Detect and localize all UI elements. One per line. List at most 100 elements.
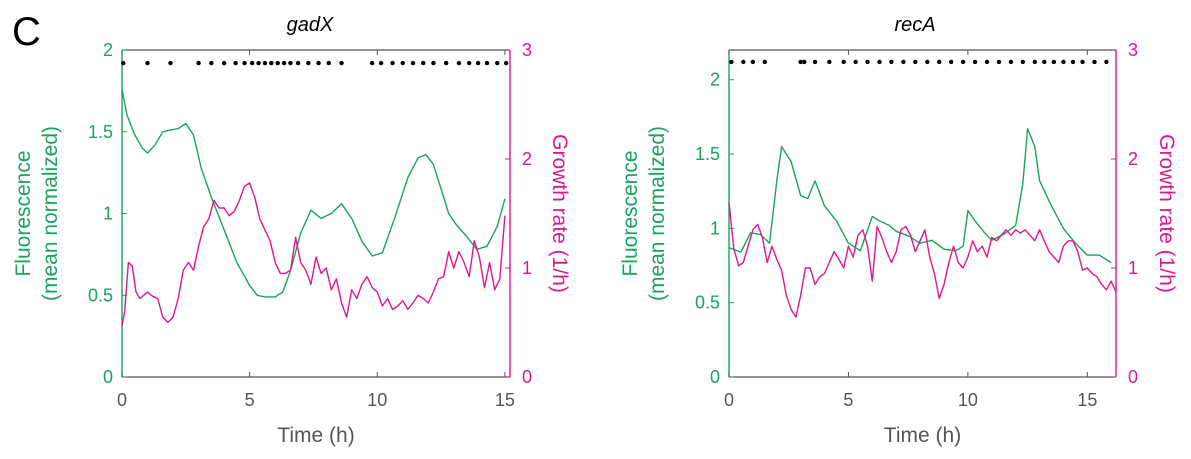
chart-0-dot-14: [288, 60, 293, 66]
chart-1-dot-12: [889, 59, 894, 65]
chart-0-dot-6: [233, 60, 238, 66]
chart-1-ylabel-line-0: Fluorescence: [619, 150, 642, 276]
chart-1-dot-21: [996, 59, 1002, 65]
chart-0-ytick-label-4: 2: [103, 40, 113, 60]
chart-0-dot-2: [168, 60, 173, 66]
chart-0-ytick-label-1: 0.5: [88, 285, 113, 305]
chart-1-dot-3: [762, 59, 768, 65]
chart-0-xtick-label-3: 15: [495, 390, 515, 410]
chart-0-dot-24: [410, 60, 416, 66]
chart-0-dot-27: [443, 60, 449, 66]
chart-1-dot-28: [1070, 59, 1076, 65]
chart-1-dot-5: [802, 59, 807, 65]
chart-0-dot-17: [316, 60, 321, 66]
chart-0-xtick-label-0: 0: [117, 390, 127, 410]
chart-0-fluorescence-line: [121, 89, 506, 298]
chart-0-xtick-label-2: 10: [367, 390, 387, 410]
chart-1-dot-23: [1020, 59, 1026, 65]
chart-0-dot-21: [378, 60, 384, 66]
chart-1-dot-0: [729, 59, 734, 65]
chart-0-ylabel-line-1: (mean normalized): [39, 126, 62, 301]
chart-1-dot-2: [750, 59, 756, 65]
chart-0-dot-25: [421, 60, 426, 66]
chart-gadx: gadX 0 5 10 15 0 0.5 1 1.5 2 0 1 2 3 Time (h) Fluoresce…: [12, 14, 571, 447]
chart-0-ylabel: Fluorescence (mean normalized): [12, 126, 62, 301]
chart-0-dot-5: [221, 60, 227, 66]
chart-1-dot-26: [1051, 59, 1057, 65]
chart-1-ytick-label-3: 1.5: [695, 144, 720, 164]
chart-0-dot-28: [456, 60, 462, 66]
chart-1-dot-9: [853, 59, 858, 65]
chart-1-dot-13: [901, 59, 906, 65]
chart-1-y2tick-label-2: 2: [1128, 149, 1138, 169]
chart-1-y2label: Growth rate (1/h): [1155, 134, 1178, 293]
chart-1-xtick-label-2: 10: [958, 390, 978, 410]
chart-1-xlabel: Time (h): [884, 424, 961, 447]
chart-1-dot-16: [937, 59, 942, 65]
chart-0-y2tick-label-3: 3: [522, 40, 532, 60]
chart-0-title: gadX: [287, 14, 334, 36]
chart-0-dot-33: [503, 60, 509, 66]
chart-1-dot-22: [1008, 59, 1014, 65]
chart-0-dot-1: [145, 60, 150, 66]
chart-1-y2tick-label-0: 0: [1128, 367, 1138, 387]
chart-0-dot-30: [475, 60, 481, 66]
chart-0-y2tick-label-1: 1: [522, 258, 532, 278]
chart-0-xtick-label-1: 5: [245, 390, 255, 410]
chart-0-ytick-label-3: 1.5: [88, 122, 113, 142]
chart-0-dot-9: [256, 60, 261, 66]
chart-0-dot-26: [431, 60, 436, 66]
chart-1-ytick-label-2: 1: [710, 218, 720, 238]
chart-0-dot-4: [209, 60, 214, 66]
chart-0-ytick-label-0: 0: [103, 367, 113, 387]
chart-1-ytick-label-1: 0.5: [695, 293, 720, 313]
chart-1-dot-17: [948, 59, 954, 65]
chart-1-y2tick-label-1: 1: [1128, 258, 1138, 278]
chart-0-dot-23: [400, 60, 405, 66]
chart-0-dot-32: [495, 60, 500, 66]
panel-label: C: [12, 10, 41, 54]
chart-0-y2tick-label-0: 0: [522, 367, 532, 387]
chart-0-ylabel-line-0: Fluorescence: [12, 150, 35, 276]
chart-1-title: recA: [894, 14, 935, 36]
chart-1-ylabel-line-1: (mean normalized): [646, 126, 669, 301]
chart-1-ylabel: Fluorescence (mean normalized): [619, 126, 669, 301]
chart-1-growth-rate-line: [728, 202, 1117, 318]
chart-1-dot-19: [972, 59, 978, 65]
chart-1-y2tick-label-3: 3: [1128, 40, 1138, 60]
chart-1-dot-27: [1061, 59, 1066, 65]
chart-0-dot-11: [269, 60, 274, 66]
chart-0-dot-3: [196, 60, 201, 66]
chart-1-dot-11: [877, 59, 882, 65]
chart-0-dot-0: [121, 60, 126, 66]
chart-1-dot-20: [984, 59, 990, 65]
chart-1-dot-24: [1032, 59, 1037, 65]
chart-0-dot-20: [369, 60, 375, 66]
chart-0-ytick-label-2: 1: [103, 204, 113, 224]
chart-1-dot-30: [1092, 59, 1097, 65]
chart-0-dot-12: [275, 60, 280, 66]
chart-1-dot-18: [960, 59, 966, 65]
chart-1-dot-4: [798, 59, 803, 65]
chart-0-y2tick-label-2: 2: [522, 149, 532, 169]
chart-1-dot-15: [925, 59, 930, 65]
chart-0-growth-rate-line: [121, 182, 506, 326]
chart-0-dot-10: [262, 60, 268, 66]
chart-0-dot-29: [466, 60, 472, 66]
chart-1-dot-14: [913, 59, 918, 65]
chart-1-dot-31: [1104, 59, 1109, 65]
chart-1-xtick-label-1: 5: [843, 390, 853, 410]
chart-1-dot-29: [1080, 59, 1085, 65]
chart-0-dot-22: [390, 60, 395, 66]
chart-0-dot-19: [339, 60, 344, 66]
chart-1-dot-8: [841, 59, 846, 65]
chart-1-dot-1: [741, 59, 746, 65]
chart-1-ytick-label-0: 0: [710, 367, 720, 387]
chart-0-y2label: Growth rate (1/h): [548, 134, 571, 293]
chart-0-dot-18: [326, 60, 331, 66]
chart-0-dot-8: [249, 60, 255, 66]
chart-1-dot-10: [865, 59, 870, 65]
chart-0-dot-15: [295, 60, 301, 66]
chart-0-dot-31: [484, 60, 490, 66]
